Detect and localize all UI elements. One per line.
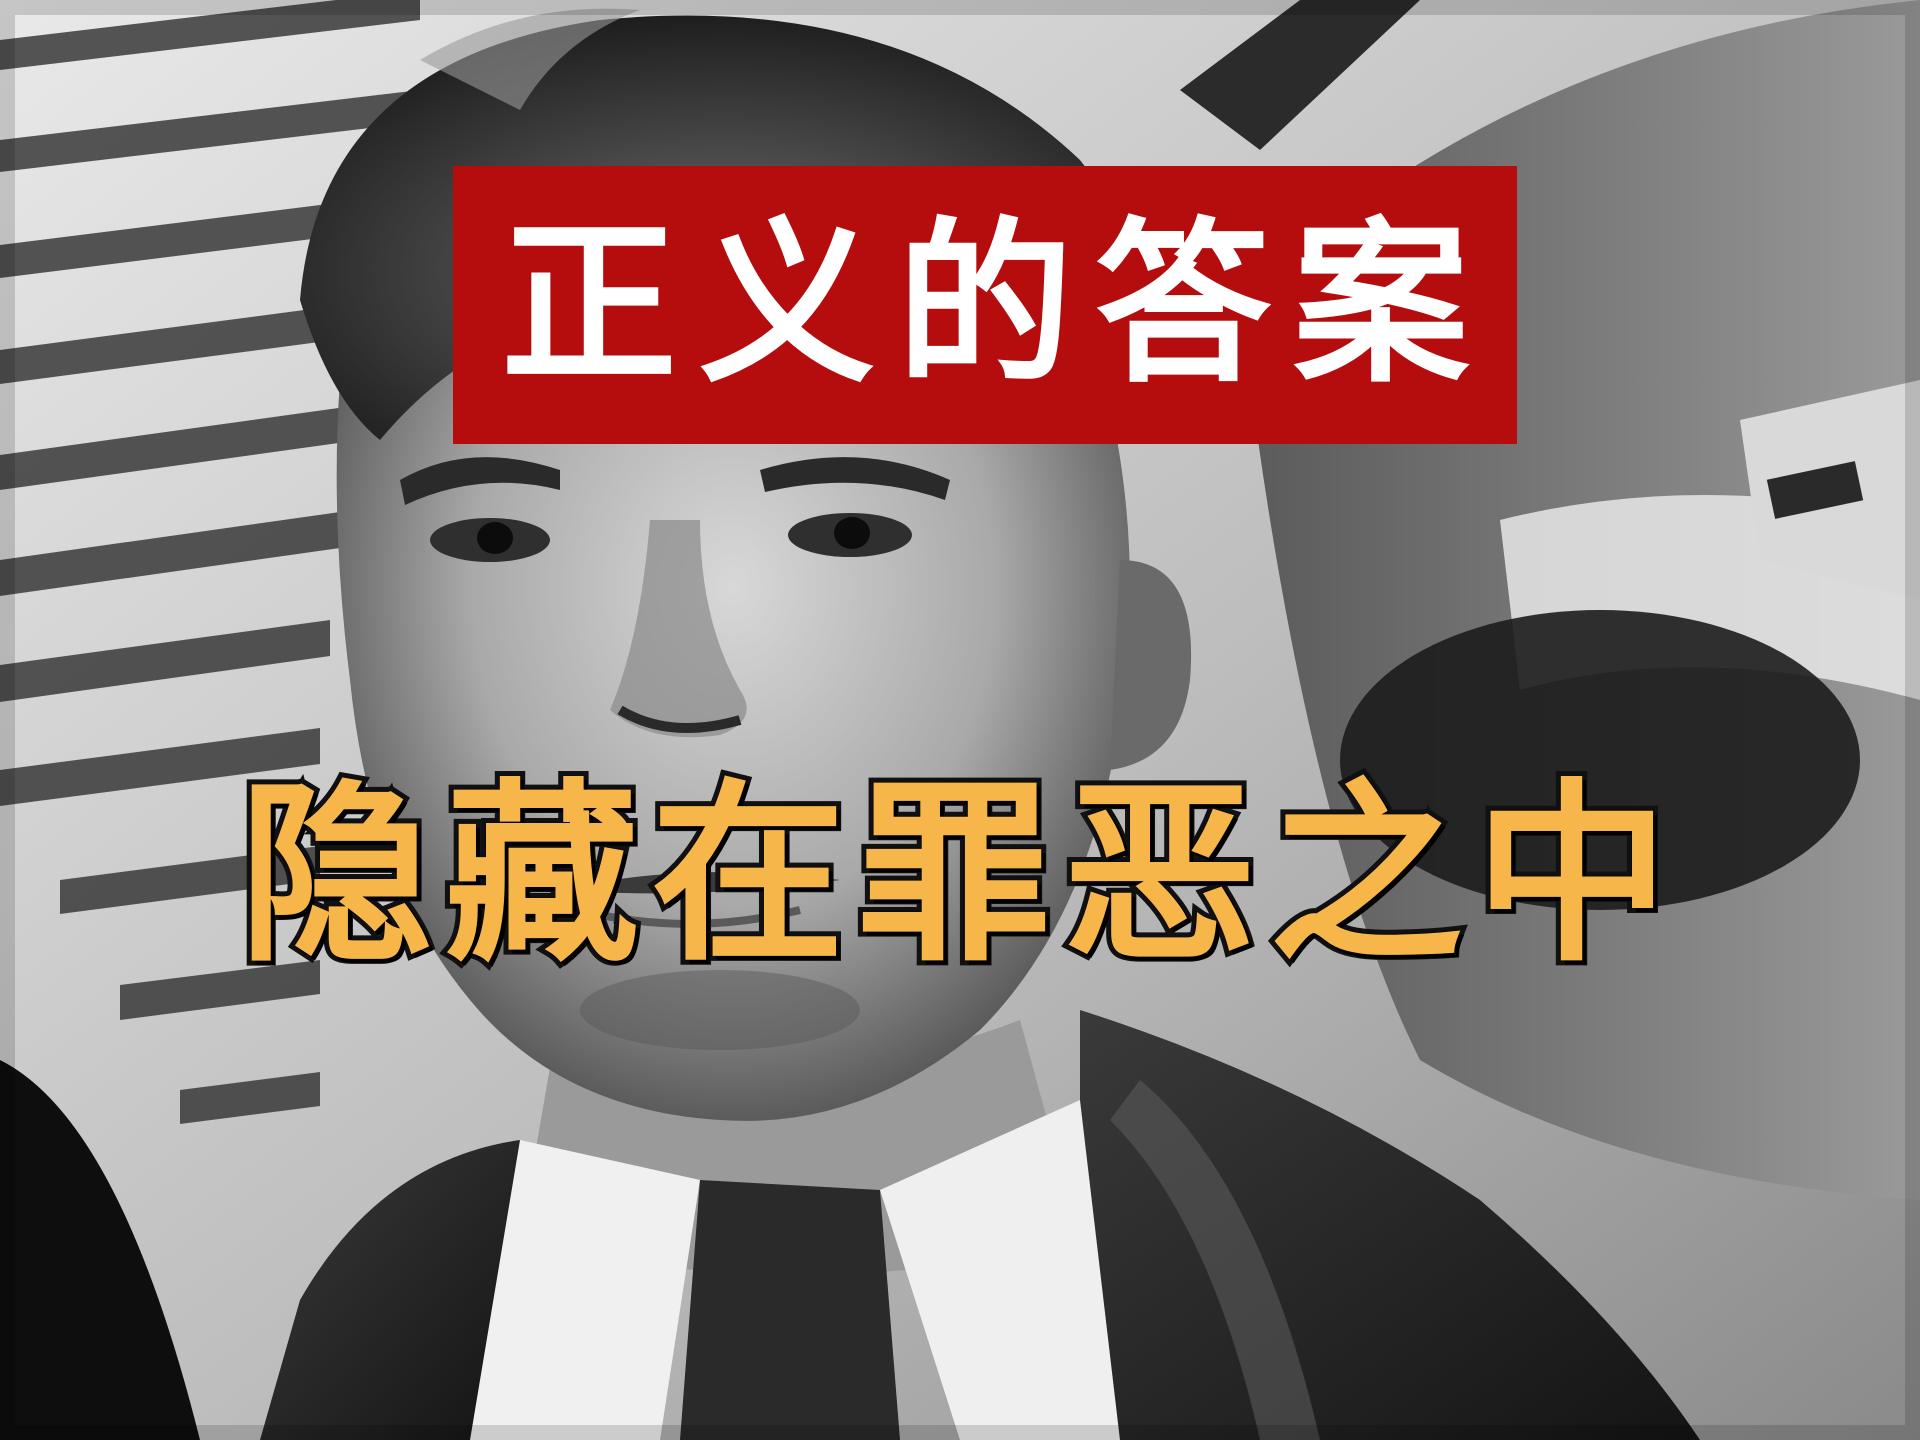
background-stripes: [0, 0, 420, 1124]
subtitle-banner: 隐藏在罪恶之中: [170, 755, 1750, 995]
title-text: 正义的答案: [500, 202, 1491, 407]
subtitle-text: 隐藏在罪恶之中: [234, 762, 1681, 988]
title-banner: 正义的答案: [453, 166, 1517, 444]
